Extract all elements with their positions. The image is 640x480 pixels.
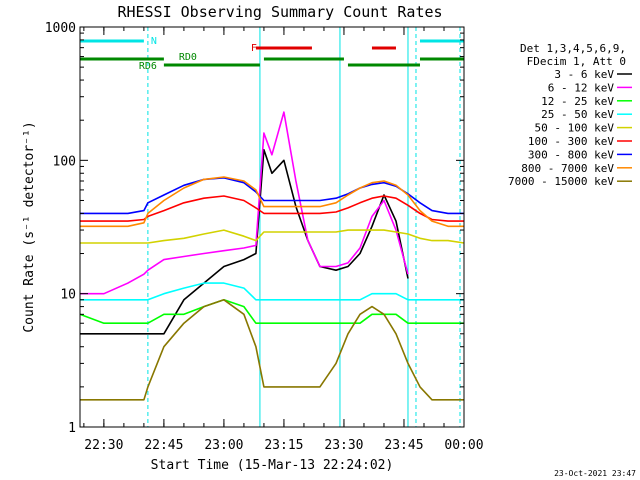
legend-entry-label: 100 - 300 keV [528, 135, 614, 148]
legend-entry-label: 7000 - 15000 keV [508, 175, 614, 188]
y-axis-label: Count Rate (s⁻¹ detector⁻¹) [22, 121, 37, 332]
legend-entry-label: 300 - 800 keV [528, 148, 614, 161]
x-tick-label: 00:00 [444, 438, 483, 453]
legend-entry-label: 25 - 50 keV [541, 108, 614, 121]
y-tick-label: 1 [68, 421, 76, 436]
series-line-3 [79, 282, 464, 301]
flag-bars: N F RD0 RD6 [79, 36, 464, 72]
flag-label-f: F [251, 43, 257, 54]
series-lines [79, 111, 465, 401]
y-tick-label: 100 [53, 154, 76, 169]
x-tick-label: 22:45 [144, 438, 183, 453]
legend-header-line: FDecim 1, Att 0 [527, 55, 626, 68]
flag-label-rd6: RD6 [139, 61, 157, 72]
plot-area: N F RD0 RD6 [79, 27, 465, 427]
plot-frame [79, 26, 465, 428]
series-line-4 [79, 229, 465, 244]
legend-entry-label: 800 - 7000 keV [521, 162, 614, 175]
chart-title: RHESSI Observing Summary Count Rates [117, 3, 442, 21]
x-tick-label: 22:30 [84, 438, 123, 453]
series-line-7 [79, 176, 464, 228]
marker-lines [147, 27, 461, 427]
x-tick-label: 23:45 [384, 438, 423, 453]
axes: 22:30 22:45 23:00 23:15 23:30 23:45 00:00 1 10 10… [45, 21, 484, 453]
series-line-8 [79, 299, 464, 401]
flag-label-n: N [151, 36, 157, 47]
series-line-0 [79, 149, 409, 335]
legend-entry-label: 3 - 6 keV [554, 68, 614, 81]
x-tick-label: 23:15 [264, 438, 303, 453]
legend: Det 1,3,4,5,6,9,FDecim 1, Att 03 - 6 keV… [508, 42, 632, 188]
series-line-2 [79, 299, 464, 324]
x-tick-label: 23:00 [204, 438, 243, 453]
legend-entry-label: 50 - 100 keV [535, 122, 615, 135]
y-tick-label: 10 [60, 288, 76, 303]
timestamp: 23-Oct-2021 23:47 [554, 469, 636, 478]
legend-entry-label: 6 - 12 keV [548, 81, 615, 94]
series-line-1 [79, 111, 409, 295]
x-tick-label: 23:30 [324, 438, 363, 453]
flag-label-rd0: RD0 [179, 52, 197, 63]
y-tick-label: 1000 [45, 21, 76, 36]
series-line-5 [79, 195, 464, 222]
legend-entry-label: 12 - 25 keV [541, 95, 614, 108]
x-axis-label: Start Time (15-Mar-13 22:24:02) [151, 458, 394, 473]
legend-header-line: Det 1,3,4,5,6,9, [520, 42, 626, 55]
